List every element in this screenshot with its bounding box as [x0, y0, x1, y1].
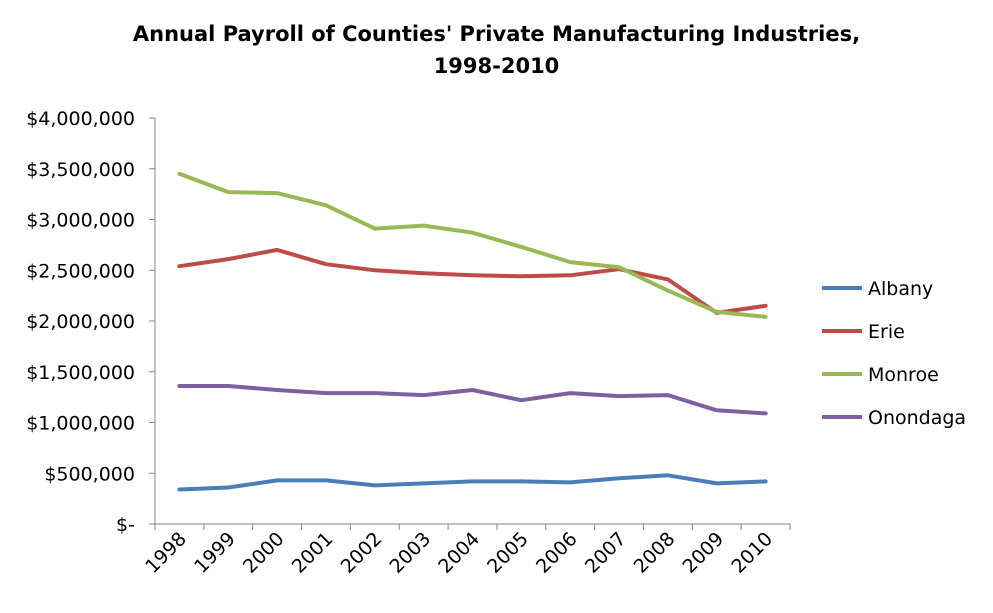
x-tick-label: 1999 — [190, 528, 240, 578]
x-tick-label: 2007 — [581, 528, 631, 578]
y-axis-ticks: $- $500,000 $1,000,000 $1,500,000 $2,000,000… — [26, 108, 155, 536]
y-tick-label: $1,500,000 — [26, 362, 135, 384]
x-tick-label: 2004 — [434, 528, 484, 578]
x-tick-label: 2010 — [727, 528, 777, 578]
series-line-monroe — [177, 171, 768, 319]
y-tick-label: $2,000,000 — [26, 311, 135, 333]
y-tick-label: $- — [116, 514, 135, 536]
axes — [154, 118, 790, 525]
y-tick-label: $4,000,000 — [26, 108, 135, 130]
x-axis-ticks: 1998 1999 2000 2001 2002 2003 2004 2005 2006 2007… — [141, 524, 791, 578]
legend-label-onondaga: Onondaga — [868, 407, 966, 429]
y-tick-label: $500,000 — [44, 463, 135, 485]
y-tick-label: $3,000,000 — [26, 210, 135, 232]
series-line-onondaga — [177, 384, 768, 416]
x-tick-label: 2009 — [679, 528, 729, 578]
chart-title-line-1: Annual Payroll of Counties' Private Manu… — [132, 22, 861, 46]
x-tick-label: 2002 — [337, 528, 387, 578]
x-tick-label: 2000 — [239, 528, 289, 578]
legend: Albany Erie Monroe Onondaga — [822, 278, 966, 429]
x-tick-label: 2005 — [483, 528, 533, 578]
chart-title-line-2: 1998-2010 — [433, 54, 560, 78]
x-tick-label: 2003 — [385, 528, 435, 578]
x-tick-label: 2008 — [630, 528, 680, 578]
series-lines — [177, 171, 768, 492]
y-tick-label: $2,500,000 — [26, 260, 135, 282]
legend-label-erie: Erie — [868, 321, 905, 343]
x-tick-label: 2001 — [288, 528, 338, 578]
series-line-erie — [177, 247, 768, 315]
chart-title: Annual Payroll of Counties' Private Manu… — [0, 18, 993, 82]
legend-label-monroe: Monroe — [868, 364, 939, 386]
series-line-albany — [177, 473, 768, 492]
y-tick-label: $3,500,000 — [26, 159, 135, 181]
legend-label-albany: Albany — [868, 278, 933, 300]
x-tick-label: 2006 — [532, 528, 582, 578]
y-tick-label: $1,000,000 — [26, 413, 135, 435]
x-tick-label: 1998 — [141, 528, 191, 578]
